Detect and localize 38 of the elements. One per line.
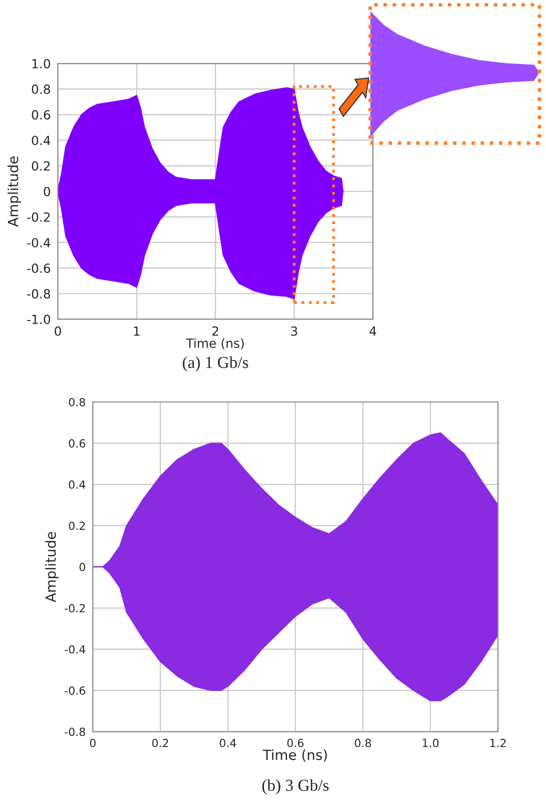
- y-tick-label: 0.4: [68, 480, 86, 489]
- y-tick-label: 0: [44, 186, 50, 196]
- y-tick-label: -0.8: [27, 289, 50, 299]
- y-tick-label: 0.2: [68, 522, 85, 530]
- y-tick-label: 0.2: [32, 161, 50, 171]
- y-tick-label: 0.6: [32, 110, 50, 120]
- text: (b) 3 Gb/s: [262, 779, 329, 794]
- x-tick-label: 1.2: [490, 738, 506, 748]
- x-tick-label: 0: [54, 326, 62, 336]
- x-tick-label: 0: [90, 738, 96, 748]
- y-tick-label: -0.2: [64, 604, 85, 612]
- y-tick-label: 0.8: [32, 84, 50, 94]
- y-tick-label: -1.0: [27, 314, 50, 324]
- y-axis-title: Amplitude: [8, 156, 21, 227]
- y-tick-label: 0.8: [68, 398, 86, 406]
- y-tick-label: 0.6: [68, 439, 86, 448]
- y-tick-label: -0.4: [64, 645, 86, 654]
- x-tick-label: 0.2: [152, 738, 168, 748]
- text: (a) 1 Gb/s: [182, 356, 248, 372]
- y-tick-label: -0.8: [64, 728, 86, 736]
- y-tick-label: -0.6: [27, 264, 50, 273]
- y-tick-label: -0.6: [64, 686, 86, 695]
- x-tick-label: 0.6: [287, 738, 304, 748]
- y-tick-label: 0: [80, 562, 86, 572]
- y-tick-label: 1.0: [32, 58, 50, 68]
- x-tick-label: 1: [134, 326, 140, 336]
- y-tick-label: -0.2: [27, 212, 50, 222]
- x-tick-label: 4: [370, 326, 376, 336]
- x-tick-label: 2: [212, 326, 218, 336]
- y-axis-title: Amplitude: [45, 532, 59, 602]
- x-tick-label: 3: [291, 326, 298, 336]
- x-tick-label: 0.8: [354, 738, 371, 748]
- x-tick-label: 0.4: [220, 738, 236, 748]
- x-axis-title: Time (ns): [262, 749, 327, 762]
- x-axis-title: Time (ns): [186, 338, 244, 350]
- y-tick-label: 0.4: [32, 136, 50, 146]
- x-tick-label: 1.0: [422, 738, 439, 748]
- y-tick-label: -0.4: [27, 238, 50, 248]
